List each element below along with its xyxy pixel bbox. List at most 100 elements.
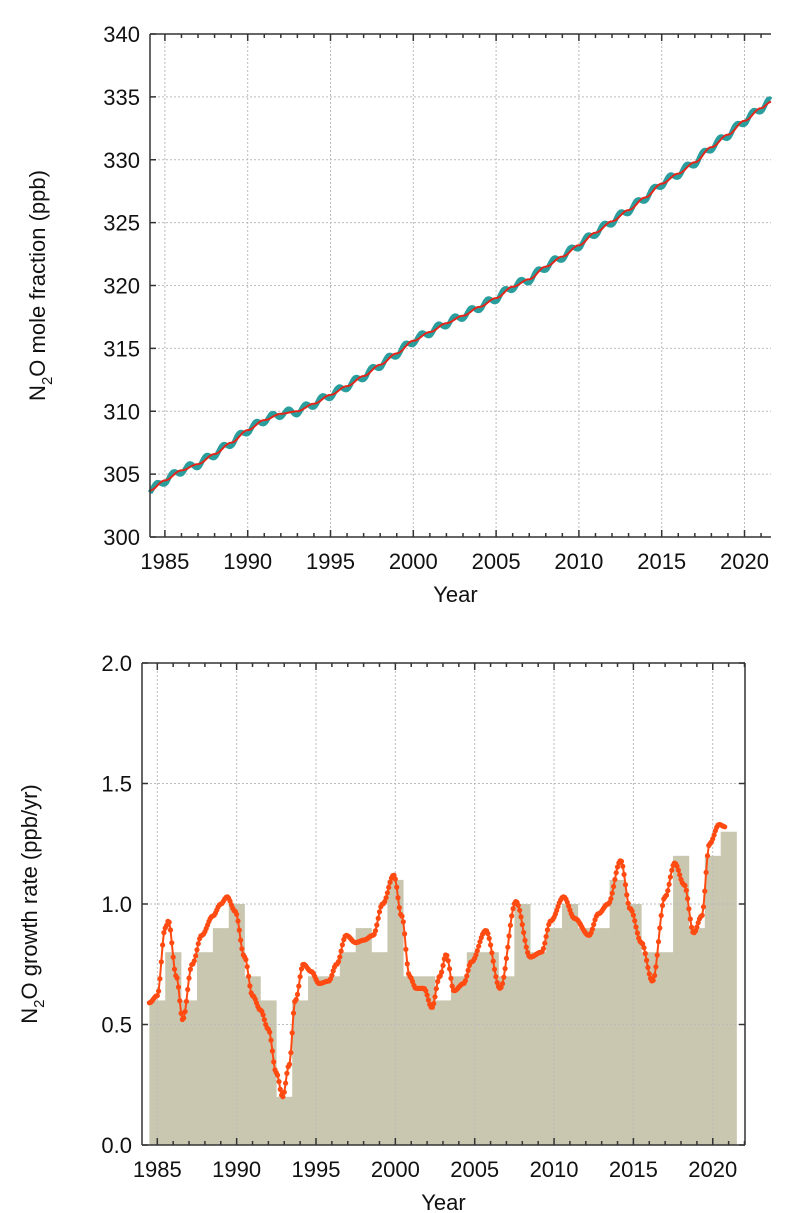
- growth-rate-point: [462, 978, 468, 984]
- growth-rate-bar: [450, 976, 468, 1145]
- growth-rate-bar: [419, 976, 436, 1145]
- growth-rate-point: [618, 858, 625, 865]
- growth-rate-point: [448, 975, 454, 981]
- growth-rate-point: [501, 974, 507, 980]
- y-tick-label: 325: [103, 211, 140, 236]
- growth-rate-point: [445, 958, 451, 964]
- growth-rate-point: [663, 892, 670, 898]
- y-axis-title: N2O mole fraction (ppb): [25, 170, 56, 401]
- growth-rate-point: [630, 912, 637, 918]
- growth-rate-point: [280, 1094, 286, 1100]
- growth-rate-point: [540, 945, 547, 952]
- growth-rate-point: [505, 944, 511, 950]
- growth-rate-point: [374, 922, 380, 928]
- growth-rate-point: [194, 947, 200, 953]
- growth-rate-point: [392, 876, 398, 882]
- growth-rate-point: [372, 928, 379, 934]
- growth-rate-point: [494, 980, 500, 986]
- growth-rate-point: [236, 927, 242, 933]
- growth-rate-point: [157, 976, 163, 982]
- growth-rate-point: [235, 918, 241, 924]
- growth-rate-point: [507, 922, 513, 928]
- growth-rate-point: [246, 973, 252, 979]
- growth-rate-point: [625, 900, 631, 906]
- growth-rate-point: [383, 895, 389, 901]
- growth-rate-point: [234, 911, 240, 917]
- growth-rate-point: [269, 1048, 275, 1054]
- y-tick-label: 2.0: [101, 651, 132, 676]
- growth-rate-point: [283, 1080, 289, 1086]
- growth-rate-point: [517, 907, 523, 913]
- growth-rate-bar: [212, 928, 230, 1145]
- growth-rate-point: [338, 948, 344, 954]
- y-tick-label: 305: [103, 462, 140, 487]
- growth-rate-point: [289, 1030, 295, 1036]
- growth-rate-point: [722, 824, 728, 830]
- growth-rate-point: [645, 964, 651, 971]
- growth-rate-point: [335, 959, 342, 965]
- growth-rate-point: [290, 1010, 297, 1016]
- y-tick-label: 315: [103, 336, 140, 361]
- y-tick-label: 300: [103, 525, 140, 550]
- y-axis-title-part: O mole fraction (ppb): [25, 170, 50, 377]
- y-axis-title: N2O growth rate (ppb/yr): [17, 784, 48, 1023]
- growth-rate-bar: [181, 1000, 198, 1145]
- growth-rate-point: [543, 933, 549, 940]
- growth-rate-bar: [435, 1000, 452, 1145]
- growth-rate-point: [195, 941, 201, 947]
- growth-rate-point: [447, 966, 453, 972]
- growth-rate-point: [506, 933, 512, 939]
- growth-rate-point: [699, 912, 705, 918]
- growth-rate-point: [515, 902, 521, 908]
- growth-rate-point: [476, 943, 482, 949]
- growth-rate-bar: [403, 976, 420, 1145]
- growth-rate-bar: [276, 1096, 293, 1145]
- growth-rate-point: [329, 972, 335, 978]
- growth-rate-point: [376, 909, 383, 915]
- growth-rate-point: [614, 864, 621, 870]
- x-axis-title: Year: [433, 582, 477, 607]
- growth-rate-point: [667, 874, 674, 880]
- growth-rate-point: [375, 915, 381, 921]
- growth-rate-point: [294, 991, 301, 998]
- mole-fraction-chart: 1985 1990 1995 2000 2005 2010 2015 2020 300 305 31…: [25, 22, 773, 607]
- monthly-series-line: [147, 96, 773, 495]
- growth-rate-point: [161, 930, 167, 936]
- growth-rate-point: [608, 896, 614, 902]
- growth-rate-point: [510, 906, 516, 912]
- growth-rate-point: [674, 863, 680, 869]
- growth-rate-point: [284, 1070, 290, 1076]
- x-tick-label: 2010: [530, 1157, 579, 1182]
- x-tick-label: 2005: [450, 1157, 499, 1182]
- growth-rate-point: [275, 1072, 281, 1078]
- growth-rate-bar: [244, 976, 261, 1145]
- growth-rate-point: [622, 882, 629, 888]
- growth-rate-bar: [355, 928, 372, 1145]
- x-tick-label: 1995: [306, 549, 355, 574]
- x-tick-label: 2000: [389, 549, 438, 574]
- growth-rate-point: [646, 971, 652, 977]
- growth-rate-bar: [641, 952, 658, 1145]
- growth-rate-bar: [688, 928, 706, 1145]
- x-tick-label: 1995: [292, 1157, 341, 1182]
- growth-rate-point: [404, 961, 410, 967]
- growth-rate-point: [399, 913, 405, 919]
- x-tick-label: 2020: [688, 1157, 737, 1182]
- growth-rate-point: [423, 988, 429, 994]
- growth-rate-point: [683, 887, 689, 894]
- growth-rate-point: [296, 983, 302, 989]
- growth-rate-point: [609, 890, 615, 896]
- growth-rate-point: [247, 983, 253, 989]
- growth-rate-point: [522, 937, 528, 943]
- growth-rate-chart: 1985 1990 1995 2000 2005 2010 2015 2020 0.0 0.5 1.…: [17, 651, 746, 1213]
- x-tick-label: 1985: [133, 1157, 182, 1182]
- growth-rate-point: [685, 896, 691, 902]
- growth-rate-bar: [498, 976, 515, 1145]
- y-tick-label: 0.5: [101, 1013, 132, 1038]
- trend-series-line: [149, 100, 772, 492]
- growth-rate-point: [433, 986, 439, 992]
- growth-rate-point: [339, 942, 345, 948]
- growth-rate-point: [182, 1009, 188, 1015]
- growth-rate-point: [490, 958, 496, 964]
